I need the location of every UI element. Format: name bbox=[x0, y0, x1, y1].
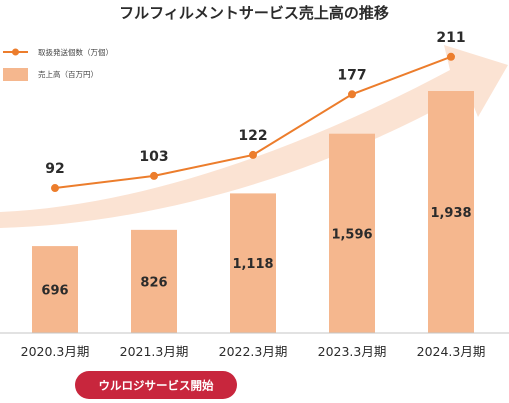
line-point-5 bbox=[447, 52, 455, 61]
bar-value-label: 696 bbox=[41, 284, 68, 299]
bar-1 bbox=[32, 246, 78, 333]
chart-title: フルフィルメントサービス売上高の推移 bbox=[119, 4, 389, 22]
line-value-label: 92 bbox=[45, 161, 64, 177]
bar-3 bbox=[230, 193, 276, 333]
bar-5 bbox=[428, 91, 474, 333]
legend-line-label: 取扱発送個数（万個） bbox=[38, 47, 113, 57]
line-point-1 bbox=[51, 184, 59, 193]
line-value-label: 211 bbox=[436, 30, 465, 46]
badge-background bbox=[75, 371, 237, 399]
bar-value-label: 1,118 bbox=[232, 257, 273, 272]
line-value-label: 122 bbox=[238, 128, 267, 144]
legend-bar-label: 売上高（百万円） bbox=[38, 69, 98, 79]
x-tick-label: 2020.3月期 bbox=[21, 344, 90, 359]
line-value-label: 103 bbox=[139, 149, 168, 165]
legend-line-marker bbox=[12, 48, 19, 56]
bar-2 bbox=[131, 229, 177, 333]
legend: 取扱発送個数（万個） 売上高（百万円） bbox=[3, 47, 113, 81]
bar-4 bbox=[329, 133, 375, 333]
bar-value-label: 1,938 bbox=[430, 206, 471, 221]
badge-label: ウルロジサービス開始 bbox=[99, 379, 214, 393]
line-point-3 bbox=[249, 150, 257, 159]
x-tick-label: 2022.3月期 bbox=[219, 344, 288, 359]
plot-area: 696 2020.3月期 826 2021.3月期 1,118 2022.3月期 1,596… bbox=[21, 30, 486, 359]
line-point-4 bbox=[348, 90, 356, 99]
bar-value-label: 1,596 bbox=[331, 227, 372, 242]
x-tick-label: 2021.3月期 bbox=[120, 344, 189, 359]
line-point-2 bbox=[150, 171, 158, 180]
growth-arrow-shape bbox=[0, 45, 508, 228]
legend-bar-swatch bbox=[3, 68, 28, 81]
line-value-label: 177 bbox=[337, 67, 366, 83]
service-start-badge: ウルロジサービス開始 bbox=[75, 371, 237, 399]
bar-value-label: 826 bbox=[140, 275, 167, 290]
x-tick-label: 2024.3月期 bbox=[417, 344, 486, 359]
x-tick-label: 2023.3月期 bbox=[318, 344, 387, 359]
